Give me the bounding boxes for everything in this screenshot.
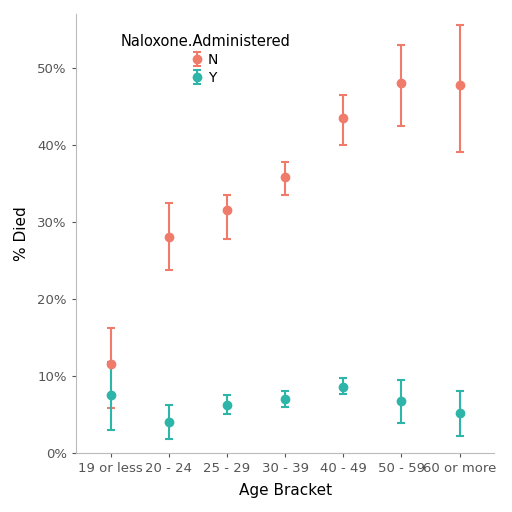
Legend: N, Y: N, Y (116, 30, 294, 89)
Y-axis label: % Died: % Died (14, 206, 29, 261)
X-axis label: Age Bracket: Age Bracket (239, 483, 332, 498)
